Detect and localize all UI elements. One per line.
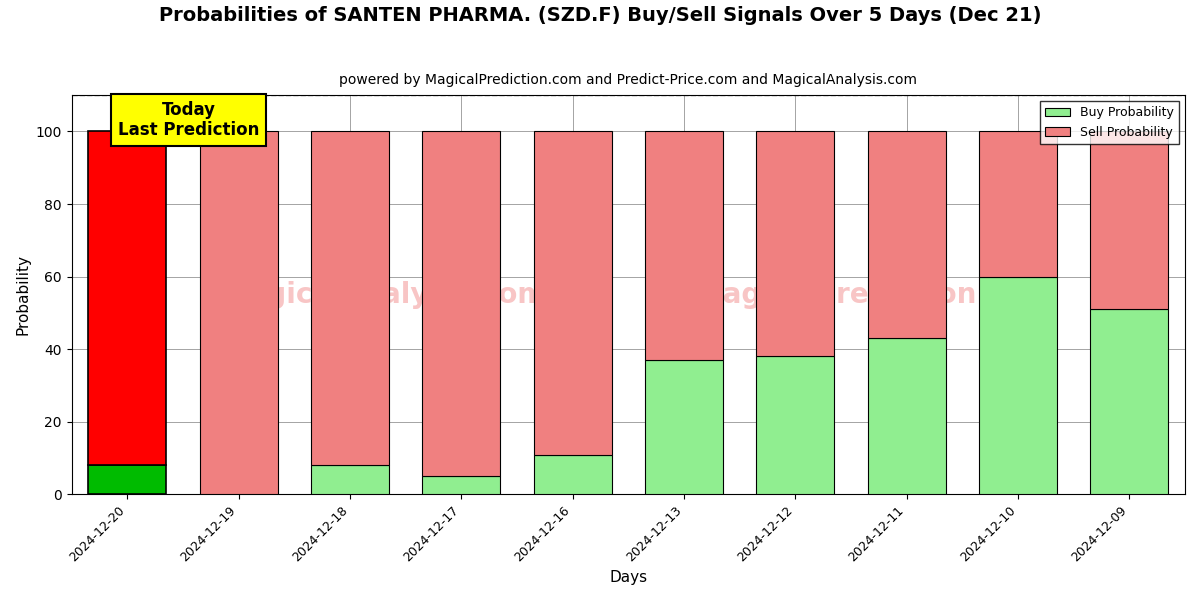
Bar (979, 131, 1057, 277)
Bar (534, 131, 612, 455)
Bar (1091, 131, 1169, 309)
Title: powered by MagicalPrediction.com and Predict-Price.com and MagicalAnalysis.com: powered by MagicalPrediction.com and Pre… (340, 73, 917, 87)
Bar (89, 131, 167, 466)
Bar (646, 131, 722, 360)
Bar (311, 131, 389, 466)
Bar (756, 356, 834, 494)
Bar (868, 131, 946, 338)
Bar (534, 455, 612, 494)
Bar (868, 338, 946, 494)
Bar (89, 466, 167, 494)
Bar (646, 360, 722, 494)
Bar (756, 131, 834, 356)
Text: MagicalAnalysis.com: MagicalAnalysis.com (221, 281, 546, 309)
Text: Probabilities of SANTEN PHARMA. (SZD.F) Buy/Sell Signals Over 5 Days (Dec 21): Probabilities of SANTEN PHARMA. (SZD.F) … (158, 6, 1042, 25)
Text: MagicalPrediction.com: MagicalPrediction.com (695, 281, 1051, 309)
Y-axis label: Probability: Probability (16, 254, 30, 335)
Text: Today
Last Prediction: Today Last Prediction (118, 101, 259, 139)
Legend: Buy Probability, Sell Probability: Buy Probability, Sell Probability (1040, 101, 1178, 143)
X-axis label: Days: Days (610, 570, 647, 585)
Bar (979, 277, 1057, 494)
Bar (311, 466, 389, 494)
Bar (1091, 309, 1169, 494)
Bar (422, 476, 500, 494)
Bar (422, 131, 500, 476)
Bar (199, 131, 277, 494)
